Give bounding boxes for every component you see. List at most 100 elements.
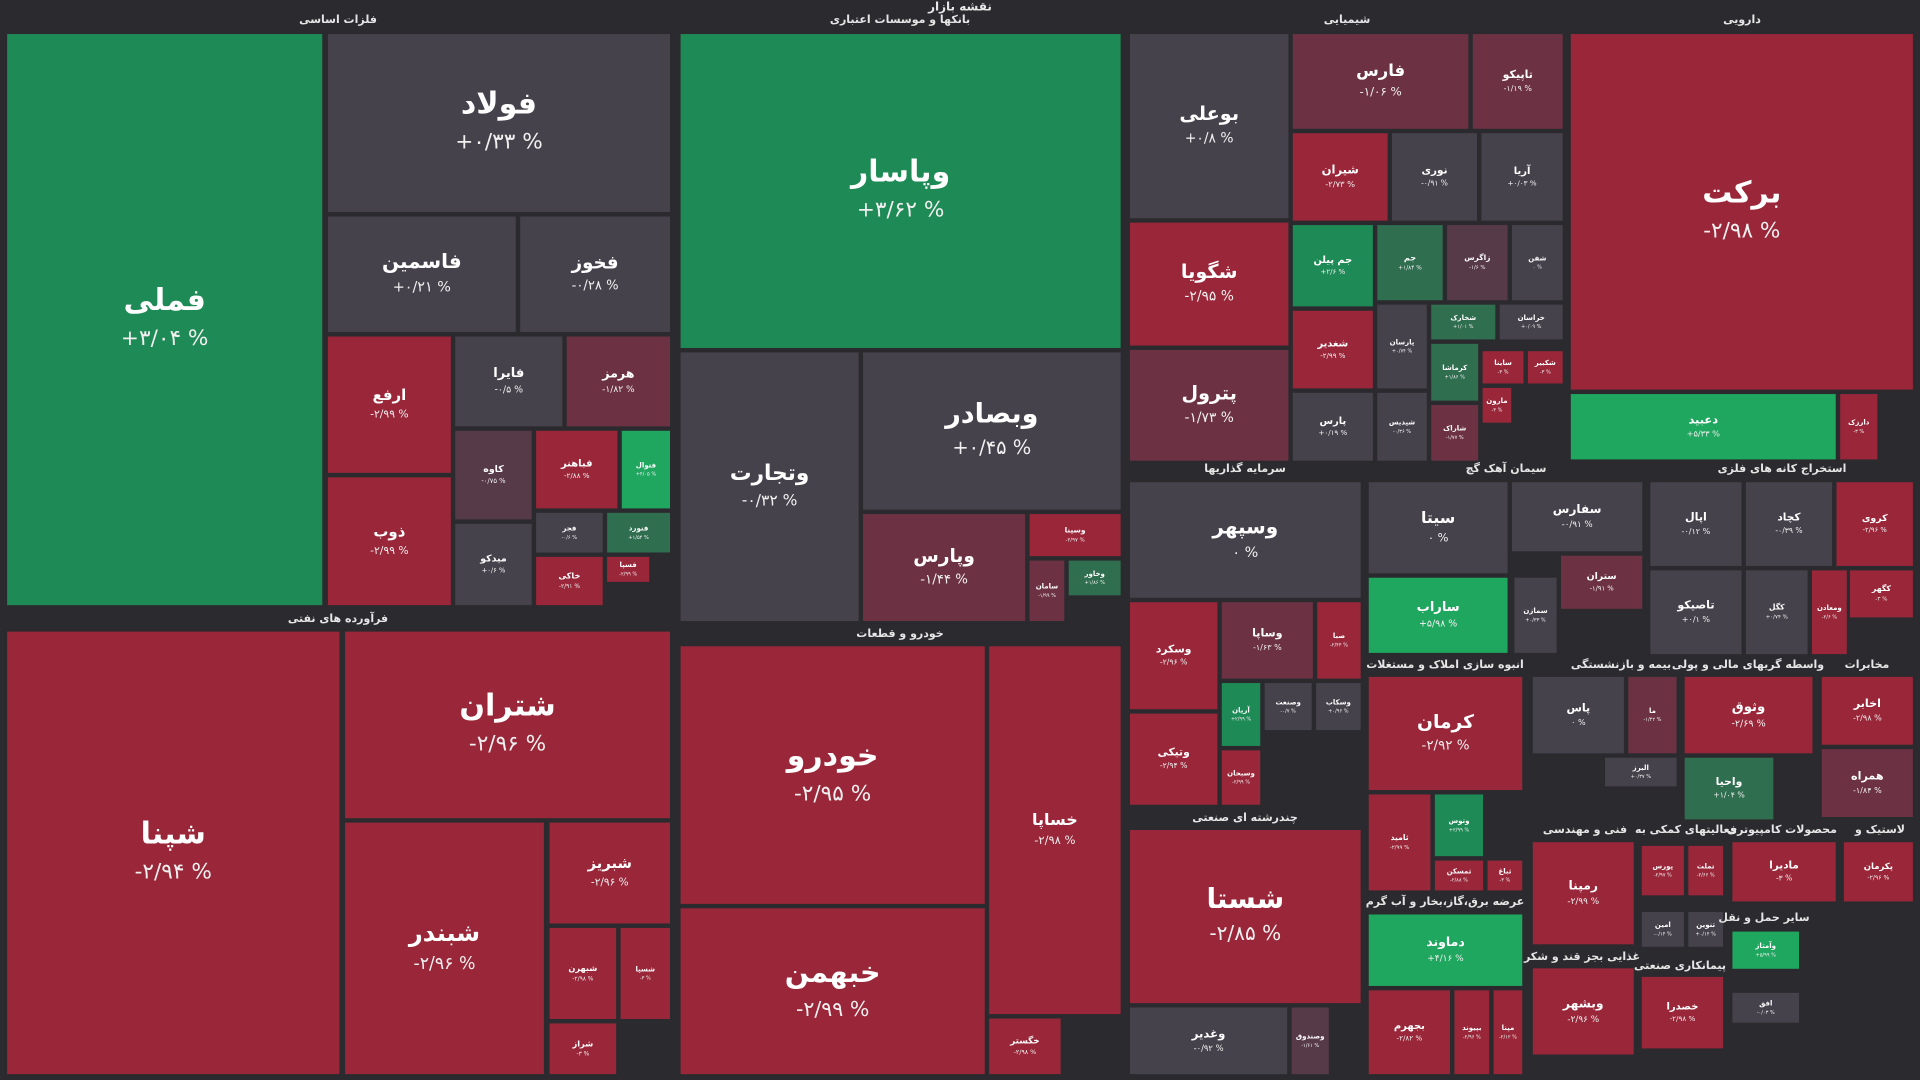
tile: [5, 32, 325, 608]
tile-change: +۰/۶ %: [482, 567, 506, 575]
tile-name: پارس: [1320, 416, 1347, 427]
tile-name: فاسمین: [382, 249, 462, 273]
tile-name: زاگرس: [1464, 253, 1490, 262]
tile-name: مارون: [1486, 397, 1507, 405]
tile-change: -۰/۹۱ %: [1562, 520, 1593, 530]
tile: [1290, 223, 1375, 309]
tile-change: -۲/۹۹ %: [1390, 845, 1410, 851]
tile: [1648, 568, 1744, 657]
tile-change: -۲/۹۶ %: [1867, 874, 1889, 881]
tile-change: -۲/۹۹ %: [1320, 351, 1346, 360]
tile: [1838, 392, 1880, 462]
tile-name: شپنا: [141, 816, 206, 851]
sector-title: عرضه برق،گاز،بخار و آب گرم: [1366, 894, 1525, 908]
tile: [1530, 840, 1636, 947]
tile-name: خبهمن: [785, 956, 881, 989]
tile-change: -۱/۱۹ %: [1504, 84, 1533, 93]
tile-name: تنوین: [1696, 921, 1715, 929]
tile: [325, 214, 518, 335]
tile: [1819, 674, 1915, 747]
tile-change: -۲/۹۴ %: [1160, 761, 1188, 770]
tile: [325, 334, 453, 475]
tile: [1743, 480, 1835, 568]
sector-title: بانکها و موسسات اعتباری: [830, 13, 970, 26]
tile-name: سمازن: [1523, 607, 1547, 615]
tile-change: +۴/۰۵ %: [636, 472, 657, 478]
tile-change: ۰ %: [1533, 265, 1542, 271]
tile: [1375, 390, 1429, 463]
tile: [1819, 747, 1915, 819]
sector-title: فلزات اساسی: [299, 13, 377, 26]
tile-change: +۱/۸۶ %: [1084, 580, 1105, 586]
tile-change: -۲/۹۶ %: [413, 954, 475, 974]
tile-name: امین: [1655, 921, 1671, 929]
tile-change: -۱/۸۴ %: [1853, 786, 1882, 795]
tile-change: -۲/۸۵ %: [1209, 921, 1281, 945]
tile: [547, 1021, 619, 1077]
tile-change: -۲/۹۸ %: [1853, 714, 1882, 723]
tile-change: +۲/۹۹ %: [1449, 827, 1470, 833]
tile-change: -۱/۶۳ %: [1253, 643, 1282, 652]
tile-name: برکت: [1702, 175, 1781, 210]
tile-change: +۰/۷۴ %: [1392, 349, 1413, 355]
tile: [1485, 858, 1525, 893]
tile: [1510, 223, 1565, 303]
tile-change: +۰/۱ %: [1682, 615, 1711, 624]
tile-name: فایرا: [493, 366, 524, 381]
tile-change: -۲/۹۸ %: [572, 976, 594, 982]
tile-name: سفارس: [1553, 502, 1602, 516]
tile-name: وسینا: [1065, 526, 1086, 535]
tile: [343, 629, 673, 821]
tile: [1682, 674, 1815, 756]
tile-name: وسکرد: [1156, 642, 1192, 655]
tile: [678, 644, 987, 906]
tile-change: -۲/۸۲ %: [1397, 1034, 1423, 1043]
tile-name: میدکو: [479, 553, 507, 564]
tile: [534, 510, 605, 555]
tile-name: کگل: [1769, 603, 1785, 612]
tile-name: ساینا: [1494, 359, 1512, 367]
tile-change: -۲/۹۴ %: [135, 859, 212, 884]
tile-change: -۱/۴۲ %: [1643, 717, 1661, 723]
sector-title: لاستیک و: [1854, 823, 1905, 836]
tile-name: شخارک: [1450, 314, 1476, 322]
tile-change: -۰/۲۸ %: [572, 279, 619, 294]
tile: [564, 334, 673, 429]
tile: [1639, 843, 1686, 898]
tile: [1834, 480, 1915, 568]
tile-name: هرمز: [601, 365, 634, 380]
sector-title: سایر حمل و نقل: [1718, 911, 1809, 924]
tile-change: -۲/۹۶ %: [1160, 658, 1188, 667]
tile-name: وبصادر: [943, 398, 1038, 429]
tile-change: -۳ %: [1499, 878, 1510, 884]
tile-change: +۰/۴۵ %: [952, 436, 1031, 459]
tile-name: تاصیکو: [1676, 599, 1714, 612]
tile-name: شبهرن: [568, 963, 597, 974]
tile: [1375, 302, 1429, 391]
tile: [1530, 674, 1626, 756]
tile-name: فخوز: [571, 252, 619, 273]
tile: [987, 644, 1123, 1017]
tile-change: -۲/۹۹ %: [619, 571, 637, 577]
tile-name: بپیوند: [1462, 1024, 1482, 1032]
tile: [453, 521, 534, 608]
tile-name: سامان: [1036, 583, 1059, 591]
tile-change: +۰/۳۳ %: [455, 130, 543, 155]
tile-change: -۳ %: [1498, 369, 1509, 375]
sector-title: بیمه و بازنشستگی: [1571, 658, 1671, 671]
tile-change: +۰/۱۴ %: [1696, 931, 1717, 937]
tile-name: کرماشا: [1442, 364, 1468, 372]
tile: [1127, 220, 1291, 348]
sector-title: محصولات کامپیوتری: [1727, 823, 1837, 836]
tile: [453, 428, 534, 522]
tile: [1648, 480, 1744, 568]
tile: [987, 1016, 1063, 1077]
tile-change: +۵/۳۳ %: [1687, 429, 1721, 439]
tile-name: آریان: [1232, 705, 1250, 714]
sector-title: سیمان آهک گچ: [1466, 461, 1547, 475]
tile-name: شگویا: [1181, 260, 1238, 283]
tile-change: ۰ %: [1571, 718, 1586, 727]
tile-change: +۰/۸ %: [1185, 131, 1234, 147]
tile-change: -۰/۹۱ %: [1421, 179, 1448, 188]
